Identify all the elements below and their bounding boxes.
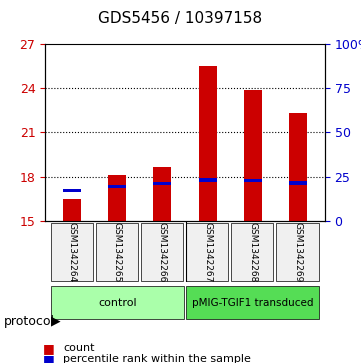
Bar xyxy=(63,189,81,192)
Bar xyxy=(108,175,126,221)
FancyBboxPatch shape xyxy=(231,223,274,281)
FancyBboxPatch shape xyxy=(96,223,138,281)
Text: GSM1342268: GSM1342268 xyxy=(248,222,257,282)
Bar xyxy=(108,185,126,188)
Text: GSM1342264: GSM1342264 xyxy=(68,222,77,282)
FancyBboxPatch shape xyxy=(276,223,319,281)
Bar xyxy=(153,182,171,185)
Text: GSM1342265: GSM1342265 xyxy=(113,222,122,282)
Text: percentile rank within the sample: percentile rank within the sample xyxy=(63,354,251,363)
Text: control: control xyxy=(98,298,136,308)
Text: ■: ■ xyxy=(43,342,55,355)
Text: count: count xyxy=(63,343,95,354)
Bar xyxy=(289,181,307,184)
FancyBboxPatch shape xyxy=(186,223,229,281)
Bar xyxy=(244,90,262,221)
Bar xyxy=(289,113,307,221)
Text: ■: ■ xyxy=(43,353,55,363)
Text: GSM1342266: GSM1342266 xyxy=(158,222,167,282)
Bar xyxy=(153,167,171,221)
Text: protocol: protocol xyxy=(4,315,55,328)
Bar xyxy=(63,199,81,221)
FancyBboxPatch shape xyxy=(186,286,319,319)
Text: GSM1342269: GSM1342269 xyxy=(293,222,302,282)
Text: ▶: ▶ xyxy=(51,315,60,328)
Text: GDS5456 / 10397158: GDS5456 / 10397158 xyxy=(99,11,262,26)
FancyBboxPatch shape xyxy=(51,286,184,319)
Text: GSM1342267: GSM1342267 xyxy=(203,222,212,282)
Bar xyxy=(199,66,217,221)
FancyBboxPatch shape xyxy=(51,223,93,281)
Bar xyxy=(244,179,262,182)
Bar xyxy=(199,178,217,182)
FancyBboxPatch shape xyxy=(141,223,183,281)
Text: pMIG-TGIF1 transduced: pMIG-TGIF1 transduced xyxy=(192,298,313,308)
